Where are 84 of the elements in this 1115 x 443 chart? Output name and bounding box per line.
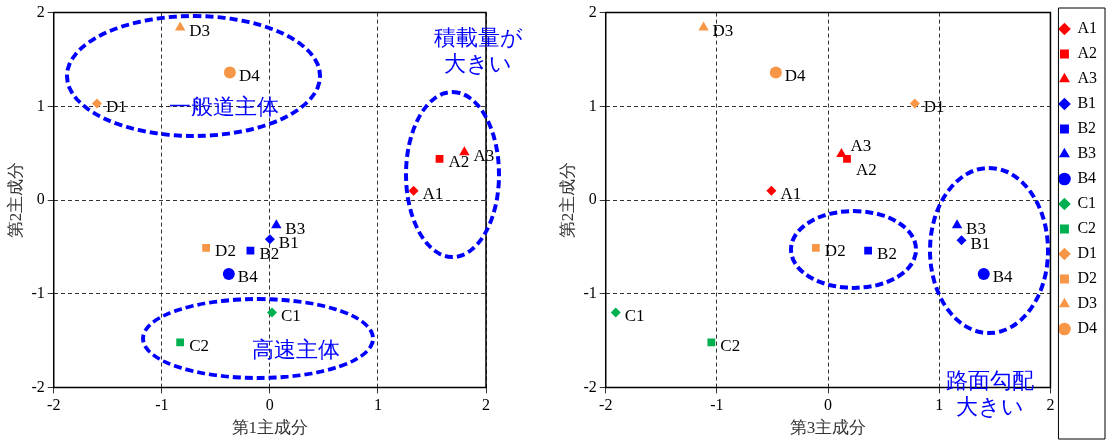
point bbox=[91, 98, 102, 109]
point bbox=[951, 219, 963, 229]
legend-label: D3 bbox=[1077, 294, 1098, 312]
text: A3 bbox=[850, 135, 872, 155]
series-label: A1 bbox=[422, 184, 444, 204]
text: C1 bbox=[624, 305, 645, 325]
legend-label: D4 bbox=[1077, 319, 1098, 337]
text: D3 bbox=[712, 21, 734, 41]
y-tick-label: 2 bbox=[36, 2, 45, 20]
legend-label: B3 bbox=[1077, 144, 1097, 162]
point bbox=[459, 146, 470, 156]
point bbox=[956, 235, 967, 246]
point bbox=[707, 338, 716, 347]
point bbox=[222, 268, 235, 281]
point bbox=[202, 243, 210, 252]
text: D2 bbox=[824, 241, 846, 261]
legend-label: B1 bbox=[1077, 94, 1097, 112]
point bbox=[223, 66, 236, 79]
legend-label: A1 bbox=[1077, 19, 1098, 37]
y-tick-label: 1 bbox=[588, 96, 597, 114]
point bbox=[610, 307, 621, 318]
x-axis-title: 第3主成分 bbox=[789, 418, 867, 438]
point bbox=[176, 338, 185, 347]
x-tick-label: -2 bbox=[47, 396, 61, 414]
y-tick-label: 2 bbox=[588, 2, 597, 20]
series-label: D3 bbox=[189, 21, 210, 41]
text: C2 bbox=[720, 335, 741, 355]
y-tick-label: -2 bbox=[583, 377, 597, 395]
series-label: A2 bbox=[448, 152, 470, 172]
x-tick-label: 1 bbox=[373, 396, 382, 414]
y-tick-label: -2 bbox=[31, 377, 45, 395]
text: A2 bbox=[855, 160, 877, 180]
series-label: B2 bbox=[259, 244, 280, 264]
series-label: B3 bbox=[285, 218, 306, 238]
x-tick-label: -1 bbox=[155, 396, 169, 414]
point bbox=[909, 98, 920, 109]
x-tick-label: 2 bbox=[1046, 396, 1055, 414]
legend-label: A3 bbox=[1077, 69, 1098, 87]
point bbox=[843, 154, 851, 163]
y-tick-label: 0 bbox=[36, 190, 45, 208]
point bbox=[408, 185, 419, 196]
point bbox=[435, 154, 444, 163]
series-label: D1 bbox=[105, 96, 127, 116]
legend-label: D1 bbox=[1077, 244, 1098, 262]
series-label: C1 bbox=[281, 305, 301, 325]
legend-label: C2 bbox=[1077, 219, 1097, 237]
x-tick-label: 0 bbox=[824, 396, 833, 414]
point bbox=[811, 243, 820, 252]
legend-label: B2 bbox=[1077, 119, 1097, 137]
point bbox=[769, 66, 782, 79]
point bbox=[977, 268, 990, 281]
point bbox=[174, 21, 186, 31]
series-label: B4 bbox=[237, 267, 259, 287]
y-tick-label: -1 bbox=[31, 283, 45, 301]
point bbox=[698, 21, 709, 31]
x-tick-label: -2 bbox=[599, 396, 613, 414]
x-tick-label: 2 bbox=[482, 396, 490, 414]
annotation: 路面勾配大きい bbox=[946, 368, 1035, 420]
annotation: 高速主体 bbox=[251, 337, 340, 363]
y-tick-label: 1 bbox=[36, 96, 45, 114]
y-tick-label: -1 bbox=[583, 283, 597, 301]
series-label: D4 bbox=[238, 66, 261, 86]
point bbox=[864, 246, 872, 255]
point bbox=[267, 307, 278, 318]
legend-label: D2 bbox=[1077, 269, 1098, 287]
y-tick-label: 0 bbox=[588, 190, 597, 208]
legend-label: B4 bbox=[1077, 169, 1097, 187]
x-tick-label: 1 bbox=[935, 396, 944, 414]
x-tick-label: 0 bbox=[265, 396, 274, 414]
series-label: D2 bbox=[215, 241, 236, 261]
legend-label: C1 bbox=[1077, 194, 1097, 212]
y-axis-title: 第2主成分 bbox=[5, 161, 25, 239]
x-axis-title: 第1主成分 bbox=[231, 418, 309, 438]
text: B2 bbox=[877, 244, 897, 264]
text: D4 bbox=[784, 66, 806, 86]
y-axis-title: 第2主成分 bbox=[557, 161, 577, 239]
text: A1 bbox=[780, 184, 802, 204]
point bbox=[264, 234, 275, 245]
x-tick-label: -1 bbox=[710, 396, 724, 414]
series-label: C2 bbox=[189, 335, 210, 355]
text: B4 bbox=[992, 267, 1013, 287]
legend-label: A2 bbox=[1077, 44, 1098, 62]
point bbox=[271, 219, 282, 229]
point bbox=[766, 185, 777, 196]
